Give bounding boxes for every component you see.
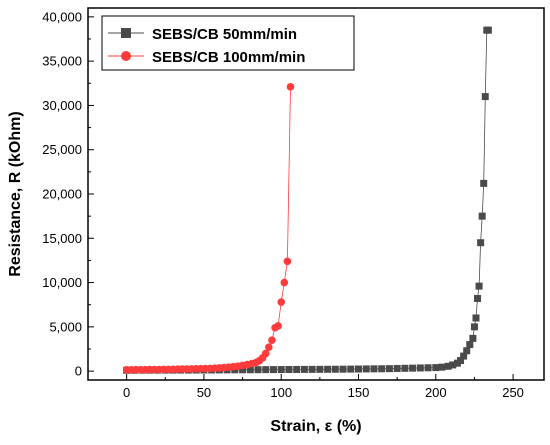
data-point [378,365,386,373]
data-point [265,343,273,352]
series-0 [123,26,492,374]
data-point [268,336,276,344]
data-point [262,366,270,374]
data-point [457,357,465,365]
data-point [432,364,440,372]
data-point [469,334,477,342]
data-point [393,364,401,372]
data-point [472,314,480,322]
data-point [478,212,486,220]
legend-item-0: SEBS/CB 50mm/min [108,26,297,43]
x-axis-title: Strain, ε (%) [270,418,361,435]
data-point [283,257,292,266]
data-point [370,365,378,373]
data-point [277,298,286,306]
data-point [277,366,285,374]
data-point [246,366,254,374]
data-point [362,365,370,373]
x-tick-label: 0 [123,385,130,400]
data-point [463,347,471,355]
data-point [347,365,355,373]
data-point [293,365,301,373]
data-point [438,363,446,371]
data-point [424,364,432,372]
data-point [316,365,324,373]
data-point [385,365,393,373]
data-point [300,365,308,373]
data-point [286,83,295,91]
y-tick-label: 30,000 [42,98,82,113]
data-point [481,93,489,101]
y-tick-label: 0 [75,364,82,379]
series-line [126,86,291,371]
y-axis-ticks: 0 5,000 10,000 15,000 20,000 25,000 30,000 35,0… [42,9,94,379]
data-point [409,364,417,372]
data-point [484,26,492,34]
data-point [475,282,483,290]
data-point [470,323,478,331]
x-tick-label: 50 [197,385,211,400]
data-point [355,365,363,373]
data-point [460,352,468,360]
y-tick-label: 10,000 [42,275,82,290]
data-point [444,362,452,370]
data-point [401,364,409,372]
x-tick-label: 100 [270,385,292,400]
y-tick-label: 15,000 [42,231,82,246]
data-point [331,365,339,373]
legend-marker-circle [121,51,131,61]
legend-box [101,15,355,71]
x-tick-label: 200 [425,385,447,400]
data-point [480,179,488,187]
data-point [274,322,282,330]
y-tick-label: 35,000 [42,54,82,69]
legend-label-1: SEBS/CB 100mm/min [152,49,305,66]
data-point [449,361,457,369]
data-point [416,364,424,372]
data-point [239,366,247,374]
legend-marker-square [121,28,131,38]
y-tick-label: 5,000 [49,319,82,334]
data-point [466,341,474,349]
legend-item-1: SEBS/CB 100mm/min [108,49,305,66]
data-point [308,365,316,373]
x-tick-label: 250 [502,385,524,400]
data-point [280,278,289,287]
y-tick-label: 20,000 [42,187,82,202]
series-layer [122,26,492,374]
data-point [285,366,293,374]
legend-label-0: SEBS/CB 50mm/min [152,26,297,43]
data-point [339,365,347,373]
y-tick-label: 40,000 [42,9,82,24]
y-axis-title: Resistance, R (kOhm) [7,111,24,276]
series-line [126,29,489,371]
x-tick-label: 150 [348,385,370,400]
data-point [477,239,485,247]
legend: SEBS/CB 50mm/min SEBS/CB 100mm/min [101,15,355,71]
data-point [324,365,332,373]
data-point [254,366,262,374]
x-axis-ticks: 0 50 100 150 200 250 [123,374,524,400]
data-point [261,349,270,358]
series-1 [122,83,295,374]
y-tick-label: 25,000 [42,142,82,157]
data-point [269,366,277,374]
data-point [474,295,482,303]
